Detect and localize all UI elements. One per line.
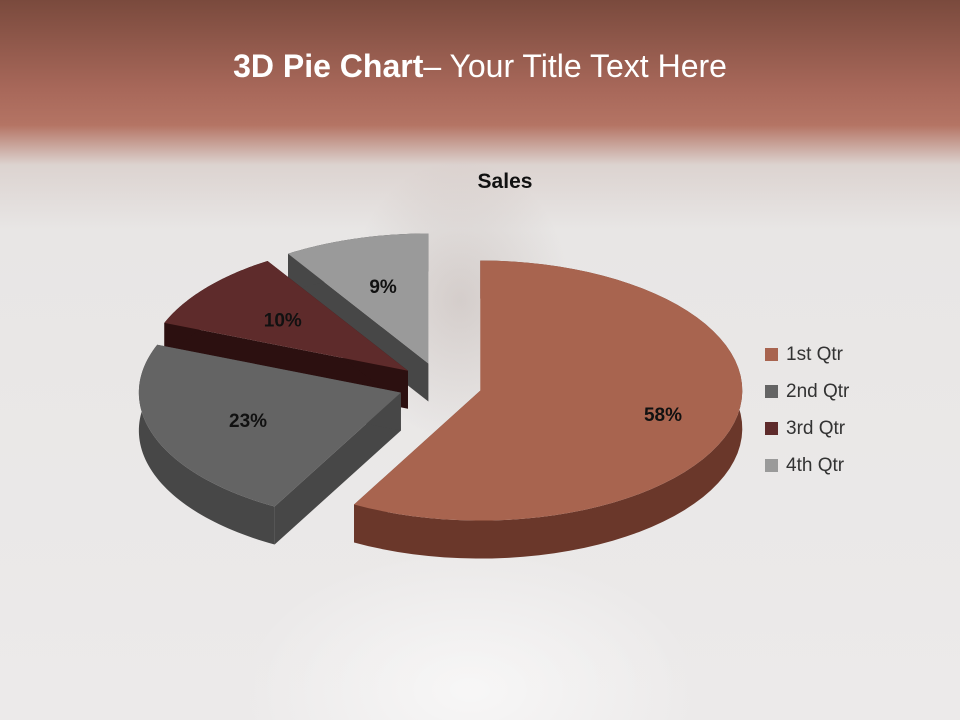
data-label: 9% xyxy=(369,277,397,298)
legend-swatch xyxy=(765,459,778,472)
slice-side xyxy=(138,344,275,545)
legend-item: 1st Qtr xyxy=(765,336,849,373)
legend-label: 4th Qtr xyxy=(786,454,845,476)
legend-swatch xyxy=(765,385,778,398)
slice-top xyxy=(164,260,408,371)
legend-swatch xyxy=(765,348,778,361)
legend-label: 1st Qtr xyxy=(786,343,844,365)
pie-slice-2 xyxy=(138,344,401,545)
pie-slice-3 xyxy=(164,260,408,409)
legend-label: 3rd Qtr xyxy=(786,417,846,439)
data-label: 58% xyxy=(644,405,682,426)
slice-top xyxy=(138,344,401,507)
legend-item: 4th Qtr xyxy=(765,447,849,484)
pie-slice-1 xyxy=(354,260,743,559)
data-label: 10% xyxy=(264,310,302,331)
slice-wall xyxy=(274,392,401,545)
data-label: 23% xyxy=(229,411,267,432)
legend: 1st Qtr 2nd Qtr 3rd Qtr 4th Qtr xyxy=(765,336,849,484)
legend-item: 2nd Qtr xyxy=(765,373,849,410)
legend-swatch xyxy=(765,422,778,435)
legend-label: 2nd Qtr xyxy=(786,380,850,402)
chart-title: Sales xyxy=(478,170,533,193)
slide-title: 3D Pie Chart– Your Title Text Here xyxy=(233,48,727,84)
slice-side xyxy=(354,260,743,559)
legend-item: 3rd Qtr xyxy=(765,410,849,447)
slice-top xyxy=(288,233,429,364)
slice-top xyxy=(354,260,743,521)
